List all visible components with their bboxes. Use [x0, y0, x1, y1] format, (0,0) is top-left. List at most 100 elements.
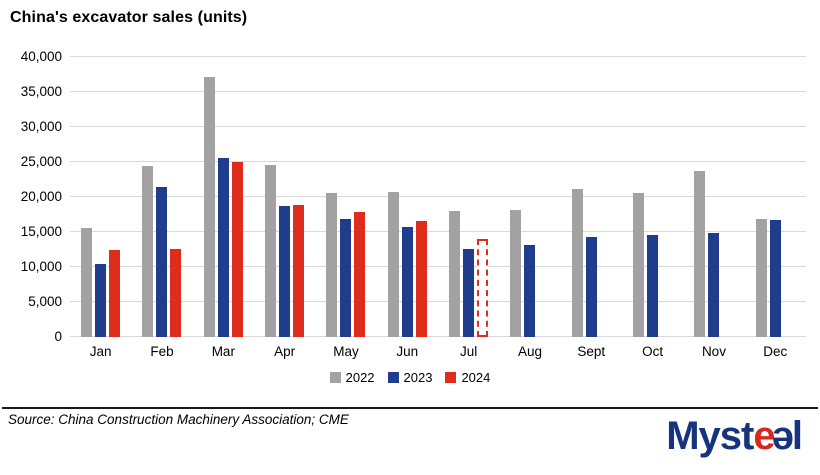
month-group-jun: Jun [377, 57, 438, 359]
bar-2023-mar [217, 158, 229, 337]
x-tick-label: Nov [701, 344, 726, 359]
bar-2024-jun [415, 221, 427, 337]
bar-slot-2024 [415, 221, 427, 337]
bar-2023-jan [95, 264, 107, 337]
bar-2022-aug [510, 210, 522, 337]
y-tick-label: 5,000 [28, 294, 62, 309]
x-tick-label: Oct [642, 344, 664, 359]
month-group-jan: Jan [70, 57, 131, 359]
bar-2024-apr [293, 205, 305, 337]
bar-slot-2023 [156, 187, 168, 337]
plot-area: 0 5,000 10,000 15,000 20,000 25,000 30,000 35,0… [21, 49, 806, 359]
x-tick-label: May [333, 344, 359, 359]
bar-2022-oct [633, 193, 645, 337]
bar-slot-2023 [647, 235, 659, 337]
month-group-apr: Apr [254, 57, 315, 359]
bar-2022-sept [571, 189, 583, 337]
bar-slot-2023 [524, 245, 536, 337]
footer-divider [2, 407, 818, 409]
bar-2022-feb [142, 166, 154, 337]
bar-slot-2022 [755, 219, 767, 337]
x-tick-label: Jun [396, 344, 419, 359]
chart-title: China's excavator sales (units) [10, 9, 248, 26]
bar-2023-may [340, 219, 352, 337]
bar-slot-2022 [449, 211, 461, 337]
legend-swatch-2022 [329, 372, 341, 383]
bar-slot-2023 [340, 219, 352, 337]
bar-2024-jan [109, 250, 121, 337]
x-tick-label: Jan [89, 344, 112, 359]
bar-2023-feb [156, 187, 168, 337]
bar-slot-2022 [387, 192, 399, 337]
x-tick-label: Aug [517, 344, 542, 359]
bar-slot-2022 [203, 77, 215, 337]
month-group-oct: Oct [622, 57, 683, 359]
bar-slot-2022 [694, 171, 706, 337]
y-tick-label: 25,000 [20, 154, 62, 169]
bar-2023-sept [585, 237, 597, 337]
month-group-sept: Sept [561, 57, 622, 359]
bar-slot-2023 [95, 264, 107, 337]
gridline [70, 301, 806, 302]
bar-slot-2024 [109, 250, 121, 337]
gridline [70, 126, 806, 127]
bar-2023-oct [647, 235, 659, 337]
logo-e-reversed: ə [771, 414, 794, 458]
bar-slot-2024 [477, 239, 489, 337]
legend-swatch-2024 [445, 372, 457, 383]
bar-2023-dec [769, 220, 781, 337]
bar-groups: Jan Feb Mar Apr May Jun Jul Aug Sept Oct Nov Dec [70, 57, 806, 359]
bar-slot-2023 [217, 158, 229, 337]
bar-2024-jul-estimate [477, 239, 489, 337]
x-tick-label: Mar [211, 344, 235, 359]
bar-slot-2023 [401, 227, 413, 337]
y-tick-label: 35,000 [20, 84, 62, 99]
y-tick-label: 15,000 [20, 224, 62, 239]
bar-slot-2022 [633, 193, 645, 337]
legend-swatch-2023 [387, 372, 399, 383]
bar-2022-may [326, 193, 338, 337]
bar-2023-aug [524, 245, 536, 337]
month-group-may: May [315, 57, 376, 359]
bar-slot-2024 [293, 205, 305, 337]
legend-label-2024: 2024 [461, 370, 491, 385]
bar-slot-2023 [463, 249, 475, 337]
logo-text-suffix: l [791, 414, 803, 458]
bar-slot-2023 [585, 237, 597, 337]
y-tick-label: 40,000 [20, 49, 62, 64]
bar-2023-jun [401, 227, 413, 337]
bar-slot-2024 [354, 212, 366, 337]
legend: 2022 2023 2024 [0, 370, 820, 385]
month-group-nov: Nov [683, 57, 744, 359]
bar-2023-nov [708, 233, 720, 337]
bar-slot-2023 [769, 220, 781, 337]
bar-2024-mar [231, 162, 243, 337]
bar-slot-2024 [231, 162, 243, 337]
legend-item-2024: 2024 [445, 370, 490, 385]
logo-e-red: e [753, 414, 775, 458]
bar-slot-2022 [571, 189, 583, 337]
gridline [70, 91, 806, 92]
y-tick-label: 20,000 [20, 189, 62, 204]
bar-2022-nov [694, 171, 706, 337]
gridline [70, 231, 806, 232]
bar-slot-2022 [81, 228, 93, 337]
bar-slot-2022 [326, 193, 338, 337]
bar-2023-jul [463, 249, 475, 337]
legend-item-2022: 2022 [329, 370, 375, 385]
gridline [70, 336, 806, 337]
bar-slot-2024 [170, 249, 182, 337]
bar-slot-2023 [708, 233, 720, 337]
bar-2024-may [354, 212, 366, 337]
bar-slot-2022 [265, 165, 277, 337]
y-tick-label: 0 [54, 329, 62, 344]
gridline [70, 56, 806, 57]
logo-text-prefix: Myst [666, 414, 754, 458]
bar-2022-dec [755, 219, 767, 337]
bar-slot-2023 [279, 206, 291, 337]
bar-2022-mar [203, 77, 215, 337]
month-group-feb: Feb [131, 57, 192, 359]
source-text: Source: China Construction Machinery Ass… [8, 412, 349, 427]
x-tick-label: Apr [274, 344, 296, 359]
bar-2022-jul [449, 211, 461, 337]
